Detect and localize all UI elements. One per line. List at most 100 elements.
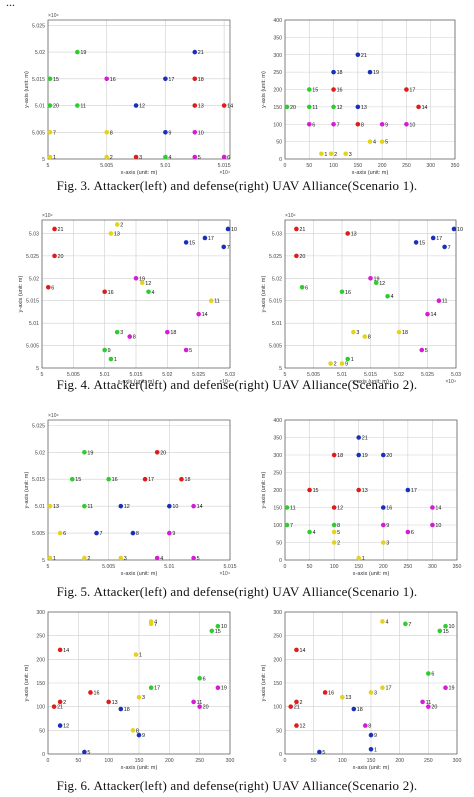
plot-frame xyxy=(47,419,231,561)
y-tick-label: 200 xyxy=(36,657,45,663)
x-tick-label: 0 xyxy=(47,758,50,764)
uav-point xyxy=(356,487,362,493)
uav-point xyxy=(82,450,87,455)
uav-point-label: 2 xyxy=(337,541,340,547)
uav-point xyxy=(215,623,221,629)
uav-point xyxy=(191,555,196,561)
uav-point xyxy=(142,476,148,482)
uav-point xyxy=(192,76,198,82)
y-tick-label: 5.02 xyxy=(272,276,282,282)
uav-point xyxy=(380,540,386,545)
y-tick-label: 250 xyxy=(273,70,282,76)
y-tick-label: 5 xyxy=(42,558,45,564)
uav-point xyxy=(127,334,133,339)
uav-point xyxy=(426,671,431,676)
y-axis-label: y-axis (unit: m) xyxy=(261,472,267,509)
y-tick-label: 5.01 xyxy=(272,321,282,327)
x-axis-label: x-axis (unit: m) xyxy=(352,170,389,176)
figure-6-caption: Fig. 6. Attacker(left) and defense(right… xyxy=(0,778,474,794)
uav-point-label: 15 xyxy=(215,629,221,635)
uav-point xyxy=(380,505,386,510)
y-tick-label: 5.015 xyxy=(32,477,45,483)
uav-point-label: 16 xyxy=(112,477,118,483)
y-tick-label: 150 xyxy=(36,681,45,687)
uav-point-label: 4 xyxy=(313,530,316,536)
uav-point xyxy=(419,347,425,353)
y-axis-multiplier: ×10⁴ xyxy=(48,413,59,419)
uav-point-label: 4 xyxy=(160,556,163,562)
y-tick-label: 300 xyxy=(36,610,45,616)
x-tick-label: 200 xyxy=(395,758,404,764)
y-tick-label: 0 xyxy=(42,752,45,758)
uav-point-label: 2 xyxy=(299,700,302,706)
uav-point xyxy=(106,476,111,482)
x-tick-label: 50 xyxy=(306,163,312,169)
y-axis-multiplier: ×10⁴ xyxy=(48,13,59,19)
uav-point-label: 18 xyxy=(124,707,130,713)
uav-point xyxy=(430,505,435,510)
uav-point-label: 16 xyxy=(110,77,116,83)
uav-point-label: 12 xyxy=(337,105,343,111)
uav-point-label: 21 xyxy=(57,705,63,711)
x-tick-label: 300 xyxy=(453,758,462,764)
uav-point xyxy=(167,530,172,536)
x-tick-label: 150 xyxy=(354,163,363,169)
uav-point xyxy=(183,240,189,245)
uav-point-label: 2 xyxy=(110,155,113,161)
uav-point-label: 11 xyxy=(214,299,220,305)
y-tick-label: 5.02 xyxy=(29,276,39,282)
figure-4-text: Attacker(left) and defense(right) UAV Al… xyxy=(93,377,418,392)
y-tick-label: 5.025 xyxy=(32,423,45,429)
y-tick-label: 200 xyxy=(273,657,282,663)
uav-point xyxy=(192,49,198,55)
uav-point-label: 20 xyxy=(203,705,209,711)
uav-point xyxy=(356,435,362,440)
uav-point-label: 20 xyxy=(160,450,166,456)
uav-point-label: 17 xyxy=(436,236,442,242)
uav-point-label: 21 xyxy=(294,705,300,711)
x-tick-label: 5.005 xyxy=(100,163,113,169)
x-tick-label: 100 xyxy=(104,758,113,764)
uav-point-label: 6 xyxy=(431,672,434,678)
uav-point-label: 3 xyxy=(349,152,352,158)
x-axis-label: x-axis (unit: m) xyxy=(352,379,389,385)
uav-point-label: 13 xyxy=(351,231,357,237)
uav-point-label: 9 xyxy=(108,348,111,354)
uav-point-label: 14 xyxy=(422,105,428,111)
x-tick-label: 100 xyxy=(329,163,338,169)
uav-point-label: 20 xyxy=(53,104,59,110)
plot-frame xyxy=(284,419,458,561)
uav-point xyxy=(331,540,337,545)
x-tick-label: 5.01 xyxy=(160,163,170,169)
uav-point-label: 1 xyxy=(114,357,117,363)
uav-point xyxy=(331,529,337,535)
uav-point xyxy=(404,121,409,127)
x-axis-label: x-axis (unit: m) xyxy=(353,765,390,771)
uav-point xyxy=(396,329,402,335)
uav-point-label: 14 xyxy=(227,104,233,110)
uav-point xyxy=(339,361,345,366)
uav-point-label: 10 xyxy=(449,624,455,630)
uav-point-label: 14 xyxy=(299,648,305,654)
uav-point xyxy=(380,619,385,624)
x-axis-label: x-axis (unit: m) xyxy=(121,571,158,577)
uav-point-label: 19 xyxy=(139,276,145,282)
x-tick-label: 5.005 xyxy=(307,372,320,378)
uav-point-label: 3 xyxy=(386,541,389,547)
uav-point-label: 3 xyxy=(356,330,359,336)
x-tick-label: 250 xyxy=(404,564,413,570)
uav-point xyxy=(154,555,160,561)
uav-point xyxy=(368,746,374,752)
y-tick-label: 250 xyxy=(36,634,45,640)
uav-point xyxy=(118,503,124,509)
uav-point xyxy=(331,69,336,75)
uav-point xyxy=(104,154,110,160)
uav-point xyxy=(47,503,53,509)
x-axis-multiplier: ×10⁴ xyxy=(219,571,230,577)
uav-point xyxy=(351,706,357,712)
uav-point xyxy=(136,732,142,738)
uav-point xyxy=(355,52,361,58)
uav-point xyxy=(403,621,408,627)
uav-point-label: 9 xyxy=(385,122,388,128)
uav-point-label: 12 xyxy=(379,281,385,287)
